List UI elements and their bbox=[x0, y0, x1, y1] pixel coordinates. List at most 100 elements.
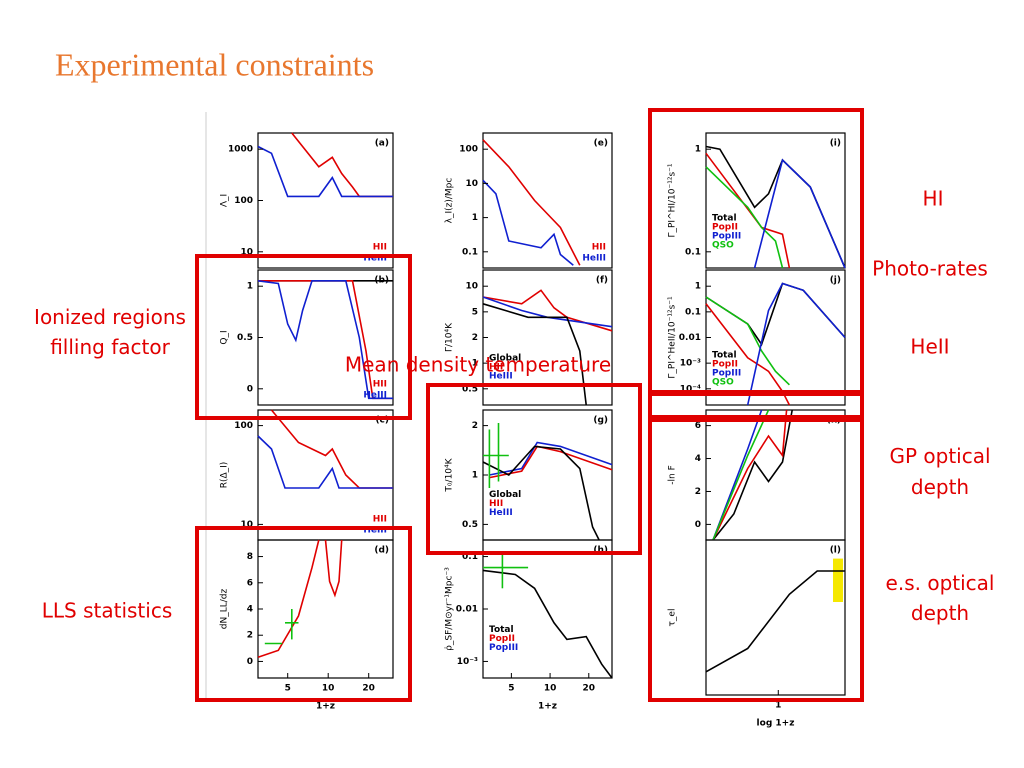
y-tick-label: 0.1 bbox=[462, 552, 478, 562]
legend-entry: Global bbox=[489, 353, 521, 363]
legend-entry: HeIII bbox=[489, 508, 513, 518]
highlight-box bbox=[648, 108, 864, 394]
curve bbox=[482, 289, 613, 332]
annotation: Photo-rates bbox=[872, 257, 988, 281]
y-tick-label: 1000 bbox=[228, 145, 253, 155]
curve bbox=[257, 435, 393, 489]
y-tick-label: 10⁻⁴ bbox=[680, 384, 701, 394]
legend-entry: Total bbox=[489, 625, 514, 635]
y-tick-label: 2 bbox=[247, 631, 253, 641]
y-tick-label: 0.1 bbox=[462, 247, 478, 257]
y-tick-label: 1 bbox=[472, 359, 478, 369]
y-tick-label: 10 bbox=[240, 247, 253, 257]
legend-entry: HII bbox=[592, 243, 606, 253]
y-tick-label: 8 bbox=[247, 552, 253, 562]
y-axis-label: ρ̇_SF/M⊙yr⁻¹Mpc⁻³ bbox=[445, 567, 455, 651]
panel-letter: (g) bbox=[593, 416, 608, 426]
panel-letter: (f) bbox=[596, 276, 608, 286]
y-tick-label: 100 bbox=[459, 145, 478, 155]
y-tick-label: 100 bbox=[234, 421, 253, 431]
panel-letter: (a) bbox=[375, 139, 389, 149]
x-axis-label: 1+z bbox=[316, 702, 335, 712]
curve bbox=[705, 296, 790, 386]
highlight-box bbox=[648, 392, 864, 419]
curve bbox=[705, 166, 784, 269]
panel-letter: (l) bbox=[830, 546, 841, 556]
highlight-box bbox=[426, 383, 642, 555]
annotation: e.s. optical depth bbox=[886, 571, 995, 625]
annotation: Mean density temperature bbox=[345, 353, 611, 377]
legend-entry: PopIII bbox=[712, 232, 741, 242]
panel-letter: (e) bbox=[594, 139, 608, 149]
x-tick-label: 10 bbox=[322, 684, 335, 694]
panel-frame bbox=[705, 409, 846, 541]
y-axis-label: -ln F bbox=[668, 465, 678, 485]
curve bbox=[482, 569, 613, 679]
curve bbox=[712, 409, 770, 541]
annotation: GP optical depth bbox=[889, 444, 990, 499]
y-tick-label: 0.5 bbox=[462, 384, 478, 394]
x-axis-label: 1+z bbox=[538, 702, 557, 712]
y-axis-label: dN_LL/dz bbox=[220, 589, 230, 630]
y-axis-label: R(Δ_I) bbox=[220, 462, 230, 489]
y-tick-label: 5 bbox=[472, 307, 478, 317]
y-tick-label: 4 bbox=[247, 605, 253, 615]
slide-title: Experimental constraints bbox=[55, 46, 374, 82]
x-tick-label: 1 bbox=[775, 701, 781, 711]
x-tick-label: 20 bbox=[583, 684, 596, 694]
legend-entry: PopII bbox=[489, 634, 515, 644]
panel-letter: (d) bbox=[374, 546, 389, 556]
panel-frame bbox=[705, 132, 846, 269]
curve bbox=[257, 145, 393, 198]
y-tick-label: 0.5 bbox=[237, 333, 253, 343]
y-tick-label: 6 bbox=[695, 421, 701, 431]
y-tick-label: 1 bbox=[472, 213, 478, 223]
y-axis-label: Γ/10⁴K bbox=[445, 322, 455, 352]
y-tick-label: 2 bbox=[472, 421, 478, 431]
legend-entry: PopII bbox=[712, 223, 738, 233]
y-tick-label: 1 bbox=[695, 282, 701, 292]
curve bbox=[746, 282, 846, 406]
legend-entry: Total bbox=[712, 351, 737, 361]
curve bbox=[257, 279, 393, 400]
panel-frame bbox=[257, 539, 394, 679]
legend-entry: Total bbox=[712, 214, 737, 224]
curve bbox=[705, 570, 845, 673]
y-tick-label: 0.5 bbox=[462, 520, 478, 530]
y-tick-label: 1 bbox=[695, 145, 701, 155]
annotation: HeII bbox=[910, 335, 949, 359]
panel-letter: (c) bbox=[375, 416, 389, 426]
curve bbox=[712, 409, 793, 541]
legend-entry: HeIII bbox=[363, 526, 387, 536]
y-axis-label: Λ_I bbox=[220, 194, 230, 207]
annotation: Ionized regions filling factor bbox=[34, 305, 186, 359]
curve bbox=[257, 539, 320, 659]
y-tick-label: 2 bbox=[472, 333, 478, 343]
legend-entry: HII bbox=[373, 380, 387, 390]
y-tick-label: 1 bbox=[472, 471, 478, 481]
y-axis-label: Γ_PI^HeII/10⁻¹²s⁻¹ bbox=[668, 296, 678, 379]
annotation: LLS statistics bbox=[42, 599, 173, 623]
curve bbox=[482, 179, 574, 266]
legend-entry: QSO bbox=[712, 241, 734, 251]
legend-entry: PopIII bbox=[712, 369, 741, 379]
legend-entry: Global bbox=[489, 490, 521, 500]
x-axis-label: log 1+z bbox=[757, 719, 795, 729]
panel-letter: (j) bbox=[830, 276, 841, 286]
y-tick-label: 6 bbox=[247, 578, 253, 588]
highlight-box bbox=[195, 526, 412, 702]
y-axis-label: Q_I bbox=[220, 330, 230, 344]
y-tick-label: 100 bbox=[234, 196, 253, 206]
y-tick-label: 0.1 bbox=[685, 307, 701, 317]
curve bbox=[489, 445, 613, 479]
panel-letter: (b) bbox=[374, 276, 389, 286]
y-axis-label: τ_el bbox=[668, 609, 678, 627]
y-tick-label: 1 bbox=[247, 282, 253, 292]
y-tick-label: 10⁻³ bbox=[680, 359, 701, 369]
x-tick-label: 5 bbox=[285, 684, 291, 694]
y-tick-label: 0.1 bbox=[685, 247, 701, 257]
panel-letter: (i) bbox=[830, 139, 841, 149]
x-tick-label: 5 bbox=[508, 684, 514, 694]
